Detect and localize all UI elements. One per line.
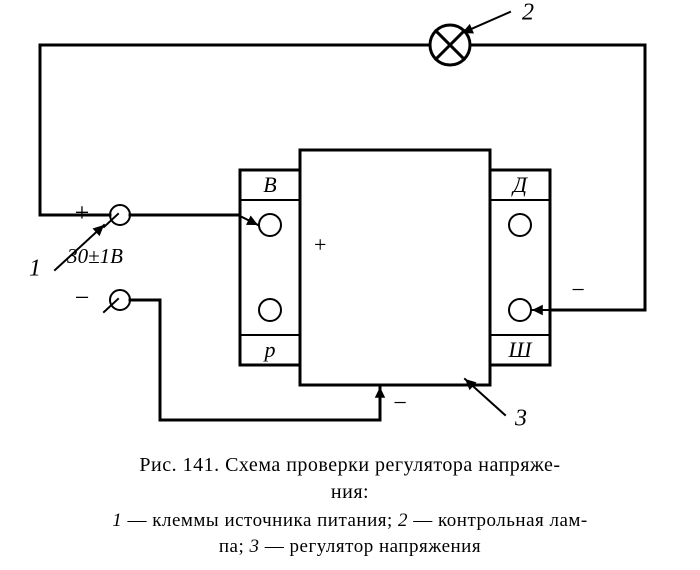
figure-title-part2: ния:: [331, 481, 369, 503]
svg-text:В: В: [263, 172, 276, 197]
figure-number: Рис. 141: [139, 454, 214, 476]
svg-text:р: р: [263, 337, 276, 362]
figure-caption: Рис. 141. Схема проверки регулятора напр…: [0, 452, 700, 559]
circuit-diagram: Вр Д Ш + − 30±1В + − − 1 2 3: [0, 0, 700, 450]
figure-legend: 1 — клеммы источника питания; 2 — контро…: [0, 508, 700, 559]
svg-text:+: +: [75, 198, 90, 227]
page: Вр Д Ш + − 30±1В + − − 1 2 3 Рис. 141. Схема провер…: [0, 0, 700, 570]
svg-text:−: −: [75, 283, 90, 312]
svg-text:2: 2: [522, 0, 534, 26]
svg-text:−: −: [393, 391, 407, 417]
svg-text:−: −: [571, 278, 585, 304]
svg-text:30±1В: 30±1В: [66, 244, 123, 268]
svg-text:3: 3: [514, 406, 527, 432]
svg-text:Д: Д: [511, 172, 528, 197]
svg-text:+: +: [314, 232, 326, 257]
svg-text:1: 1: [29, 256, 41, 282]
figure-title-part1: . Схема проверки регулятора напряже-: [214, 454, 561, 476]
svg-text:Ш: Ш: [508, 337, 533, 362]
